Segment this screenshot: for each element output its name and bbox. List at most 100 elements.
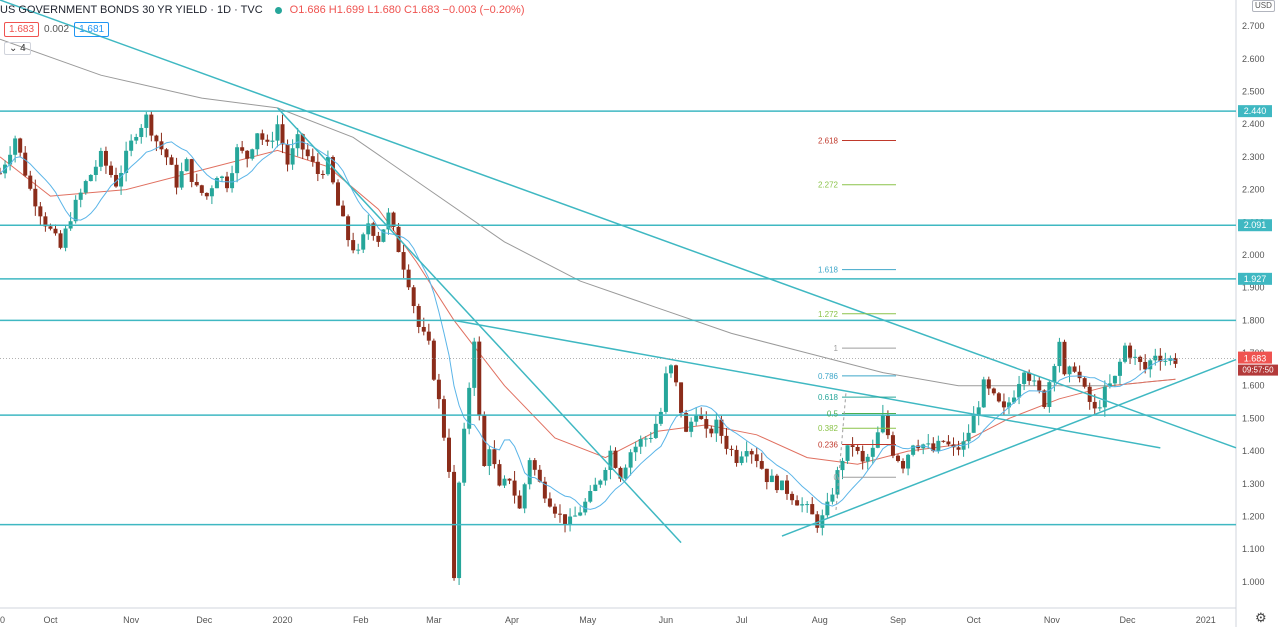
candle-body	[38, 206, 43, 217]
candle-body	[790, 493, 795, 501]
candle-body	[507, 478, 512, 481]
market-status-icon	[274, 6, 282, 14]
candle-body	[865, 456, 870, 462]
candle-body	[431, 340, 436, 380]
candle-body	[295, 134, 300, 149]
candle-body	[704, 419, 709, 429]
y-tick-label: 1.000	[1242, 577, 1265, 587]
y-tick-label: 1.400	[1242, 446, 1265, 456]
candle-body	[936, 440, 941, 452]
candle-body	[330, 157, 335, 183]
candle-body	[13, 138, 18, 155]
candle-body	[502, 478, 507, 486]
candle-body	[124, 150, 129, 173]
candle-body	[901, 461, 906, 469]
fib-level-label: 1	[834, 344, 839, 353]
fib-level-label: 2.618	[818, 137, 839, 146]
candle-body	[926, 443, 931, 445]
countdown-label: 09:57:50	[1242, 366, 1274, 375]
candle-body	[785, 480, 790, 494]
candle-body	[83, 181, 88, 193]
candle-body	[512, 480, 517, 496]
candle-body	[1138, 356, 1143, 362]
candle-body	[240, 147, 245, 151]
candle-body	[8, 154, 13, 165]
candle-body	[603, 469, 608, 481]
candle-body	[189, 159, 194, 182]
candle-body	[366, 223, 371, 235]
candle-body	[810, 504, 815, 515]
candle-body	[1143, 361, 1148, 370]
ask-chip[interactable]: 1.681	[74, 22, 110, 37]
candle-body	[184, 159, 189, 172]
candle-body	[860, 450, 865, 462]
y-tick-label: 2.200	[1242, 185, 1265, 195]
candle-body	[714, 419, 719, 434]
candle-body	[209, 188, 214, 197]
candle-body	[633, 446, 638, 453]
symbol-title[interactable]: US GOVERNMENT BONDS 30 YR YIELD · 1D · T…	[0, 4, 263, 16]
candle-body	[547, 498, 552, 507]
candle-body	[103, 150, 108, 166]
trend-line[interactable]	[453, 319, 1161, 449]
trend-line[interactable]	[781, 358, 1237, 537]
fib-level-label: 0.236	[818, 441, 839, 450]
candle-body	[598, 480, 603, 485]
candle-body	[1027, 372, 1032, 381]
price-level-label: 1.927	[1244, 274, 1267, 284]
currency-badge[interactable]: USD	[1252, 0, 1275, 12]
candle-body	[956, 447, 961, 450]
x-tick-label: Oct	[967, 615, 982, 625]
candle-body	[648, 437, 653, 439]
price-level-label: 2.091	[1244, 220, 1267, 230]
ma-200-line	[0, 38, 1176, 387]
candle-body	[1097, 407, 1102, 409]
candle-body	[250, 149, 255, 159]
candle-body	[1133, 356, 1138, 358]
candle-body	[568, 516, 573, 525]
trend-line[interactable]	[0, 0, 1237, 449]
candle-body	[1072, 366, 1077, 372]
indicators-collapse-button[interactable]: ⌄ 4	[4, 42, 31, 55]
bid-chip[interactable]: 1.683	[4, 22, 40, 37]
candle-body	[694, 414, 699, 422]
candle-body	[764, 468, 769, 483]
candle-body	[199, 185, 204, 193]
candle-body	[689, 421, 694, 432]
candle-body	[835, 470, 840, 495]
candle-body	[880, 414, 885, 433]
candle-body	[557, 513, 562, 515]
candle-body	[336, 182, 341, 206]
candle-body	[870, 447, 875, 457]
candle-body	[48, 226, 53, 229]
candle-body	[613, 450, 618, 468]
last-price-label: 1.683	[1244, 354, 1267, 364]
x-tick-label: 2020	[272, 615, 292, 625]
candle-body	[1092, 401, 1097, 409]
fib-anchor-line	[835, 392, 847, 510]
candle-body	[1148, 360, 1153, 370]
candle-body	[325, 157, 330, 175]
candle-body	[996, 393, 1001, 402]
candle-body	[265, 139, 270, 142]
candle-body	[583, 501, 588, 513]
x-tick-label: Jul	[736, 615, 748, 625]
candle-body	[245, 150, 250, 159]
candle-body	[88, 174, 93, 182]
candle-body	[774, 475, 779, 491]
candle-body	[129, 140, 134, 151]
candle-body	[815, 514, 820, 528]
candle-body	[346, 216, 351, 241]
candle-body	[149, 114, 154, 136]
candle-body	[699, 414, 704, 420]
candle-body	[93, 166, 98, 175]
candle-body	[638, 439, 643, 447]
candle-body	[1042, 390, 1047, 407]
price-level-badge	[1238, 272, 1272, 285]
candle-body	[204, 192, 209, 197]
candle-body	[98, 150, 103, 167]
x-tick-label: Nov	[123, 615, 140, 625]
candle-body	[391, 212, 396, 227]
gear-icon[interactable]: ⚙	[1255, 610, 1267, 625]
